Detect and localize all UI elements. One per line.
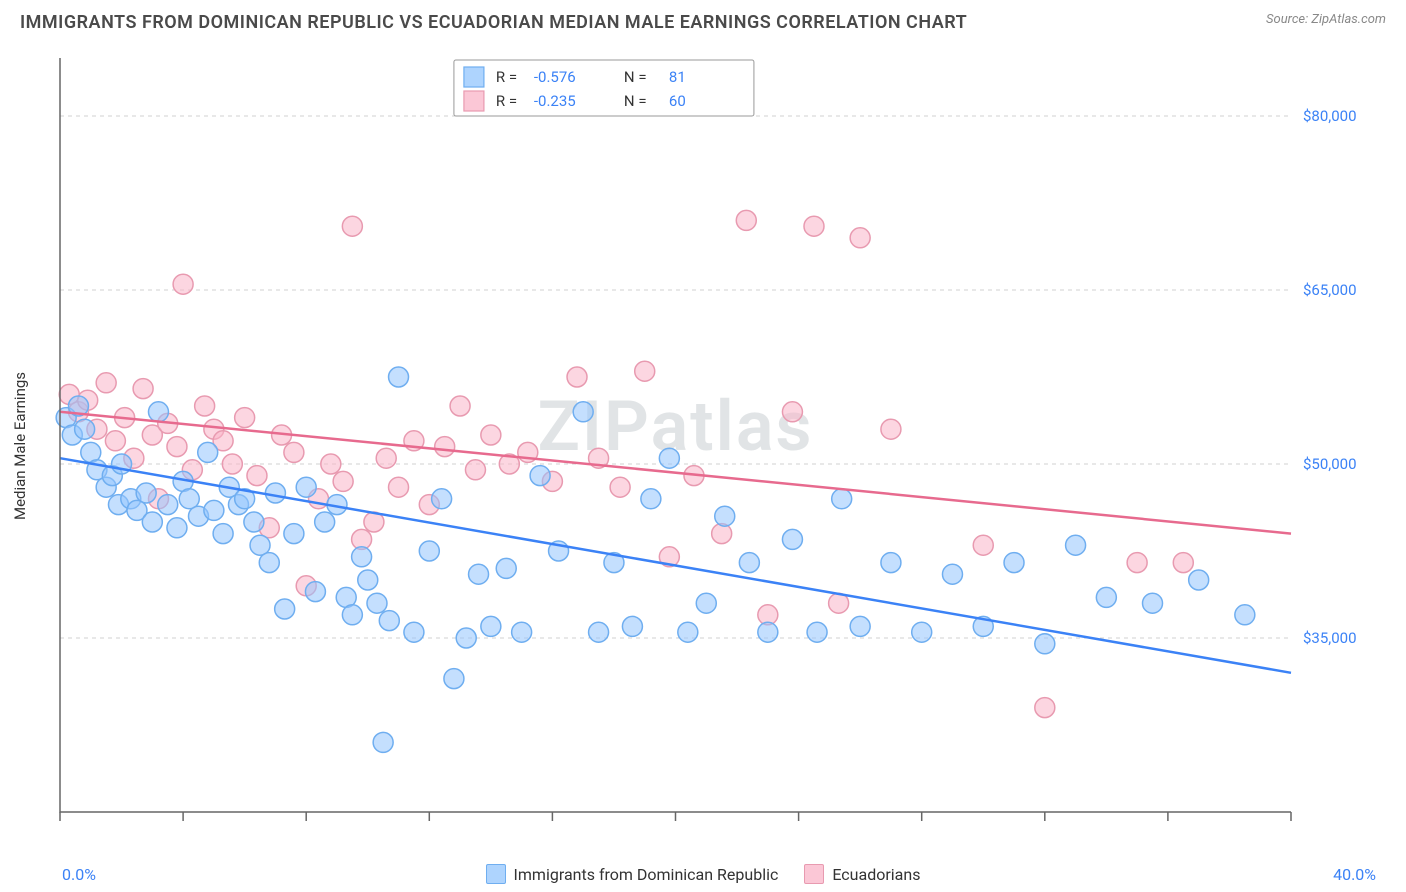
- svg-text:$50,000: $50,000: [1303, 455, 1357, 473]
- chart-area: Median Male Earnings $35,000$50,000$65,0…: [50, 50, 1386, 842]
- legend-label-series1: Immigrants from Dominican Republic: [514, 865, 779, 884]
- svg-text:N =: N =: [624, 68, 647, 86]
- svg-text:N =: N =: [624, 92, 647, 110]
- legend-series1: Immigrants from Dominican Republic: [486, 864, 779, 884]
- scatter-plot: $35,000$50,000$65,000$80,000ZIPatlasR =-…: [50, 50, 1386, 842]
- source-label: Source: ZipAtlas.com: [1266, 12, 1386, 27]
- chart-title: IMMIGRANTS FROM DOMINICAN REPUBLIC VS EC…: [20, 12, 967, 33]
- svg-text:$65,000: $65,000: [1303, 281, 1357, 299]
- svg-text:60: 60: [669, 92, 686, 110]
- svg-text:-0.235: -0.235: [534, 92, 576, 110]
- bottom-legend: Immigrants from Dominican Republic Ecuad…: [0, 864, 1406, 884]
- svg-text:-0.576: -0.576: [534, 68, 576, 86]
- legend-swatch-pink: [804, 864, 824, 884]
- svg-text:$80,000: $80,000: [1303, 107, 1357, 125]
- svg-text:$35,000: $35,000: [1303, 629, 1357, 647]
- svg-text:81: 81: [669, 68, 686, 86]
- legend-label-series2: Ecuadorians: [832, 865, 920, 884]
- legend-series2: Ecuadorians: [804, 864, 920, 884]
- legend-swatch-blue: [486, 864, 506, 884]
- y-axis-label: Median Male Earnings: [11, 372, 29, 520]
- svg-text:R =: R =: [496, 92, 517, 110]
- svg-text:R =: R =: [496, 68, 517, 86]
